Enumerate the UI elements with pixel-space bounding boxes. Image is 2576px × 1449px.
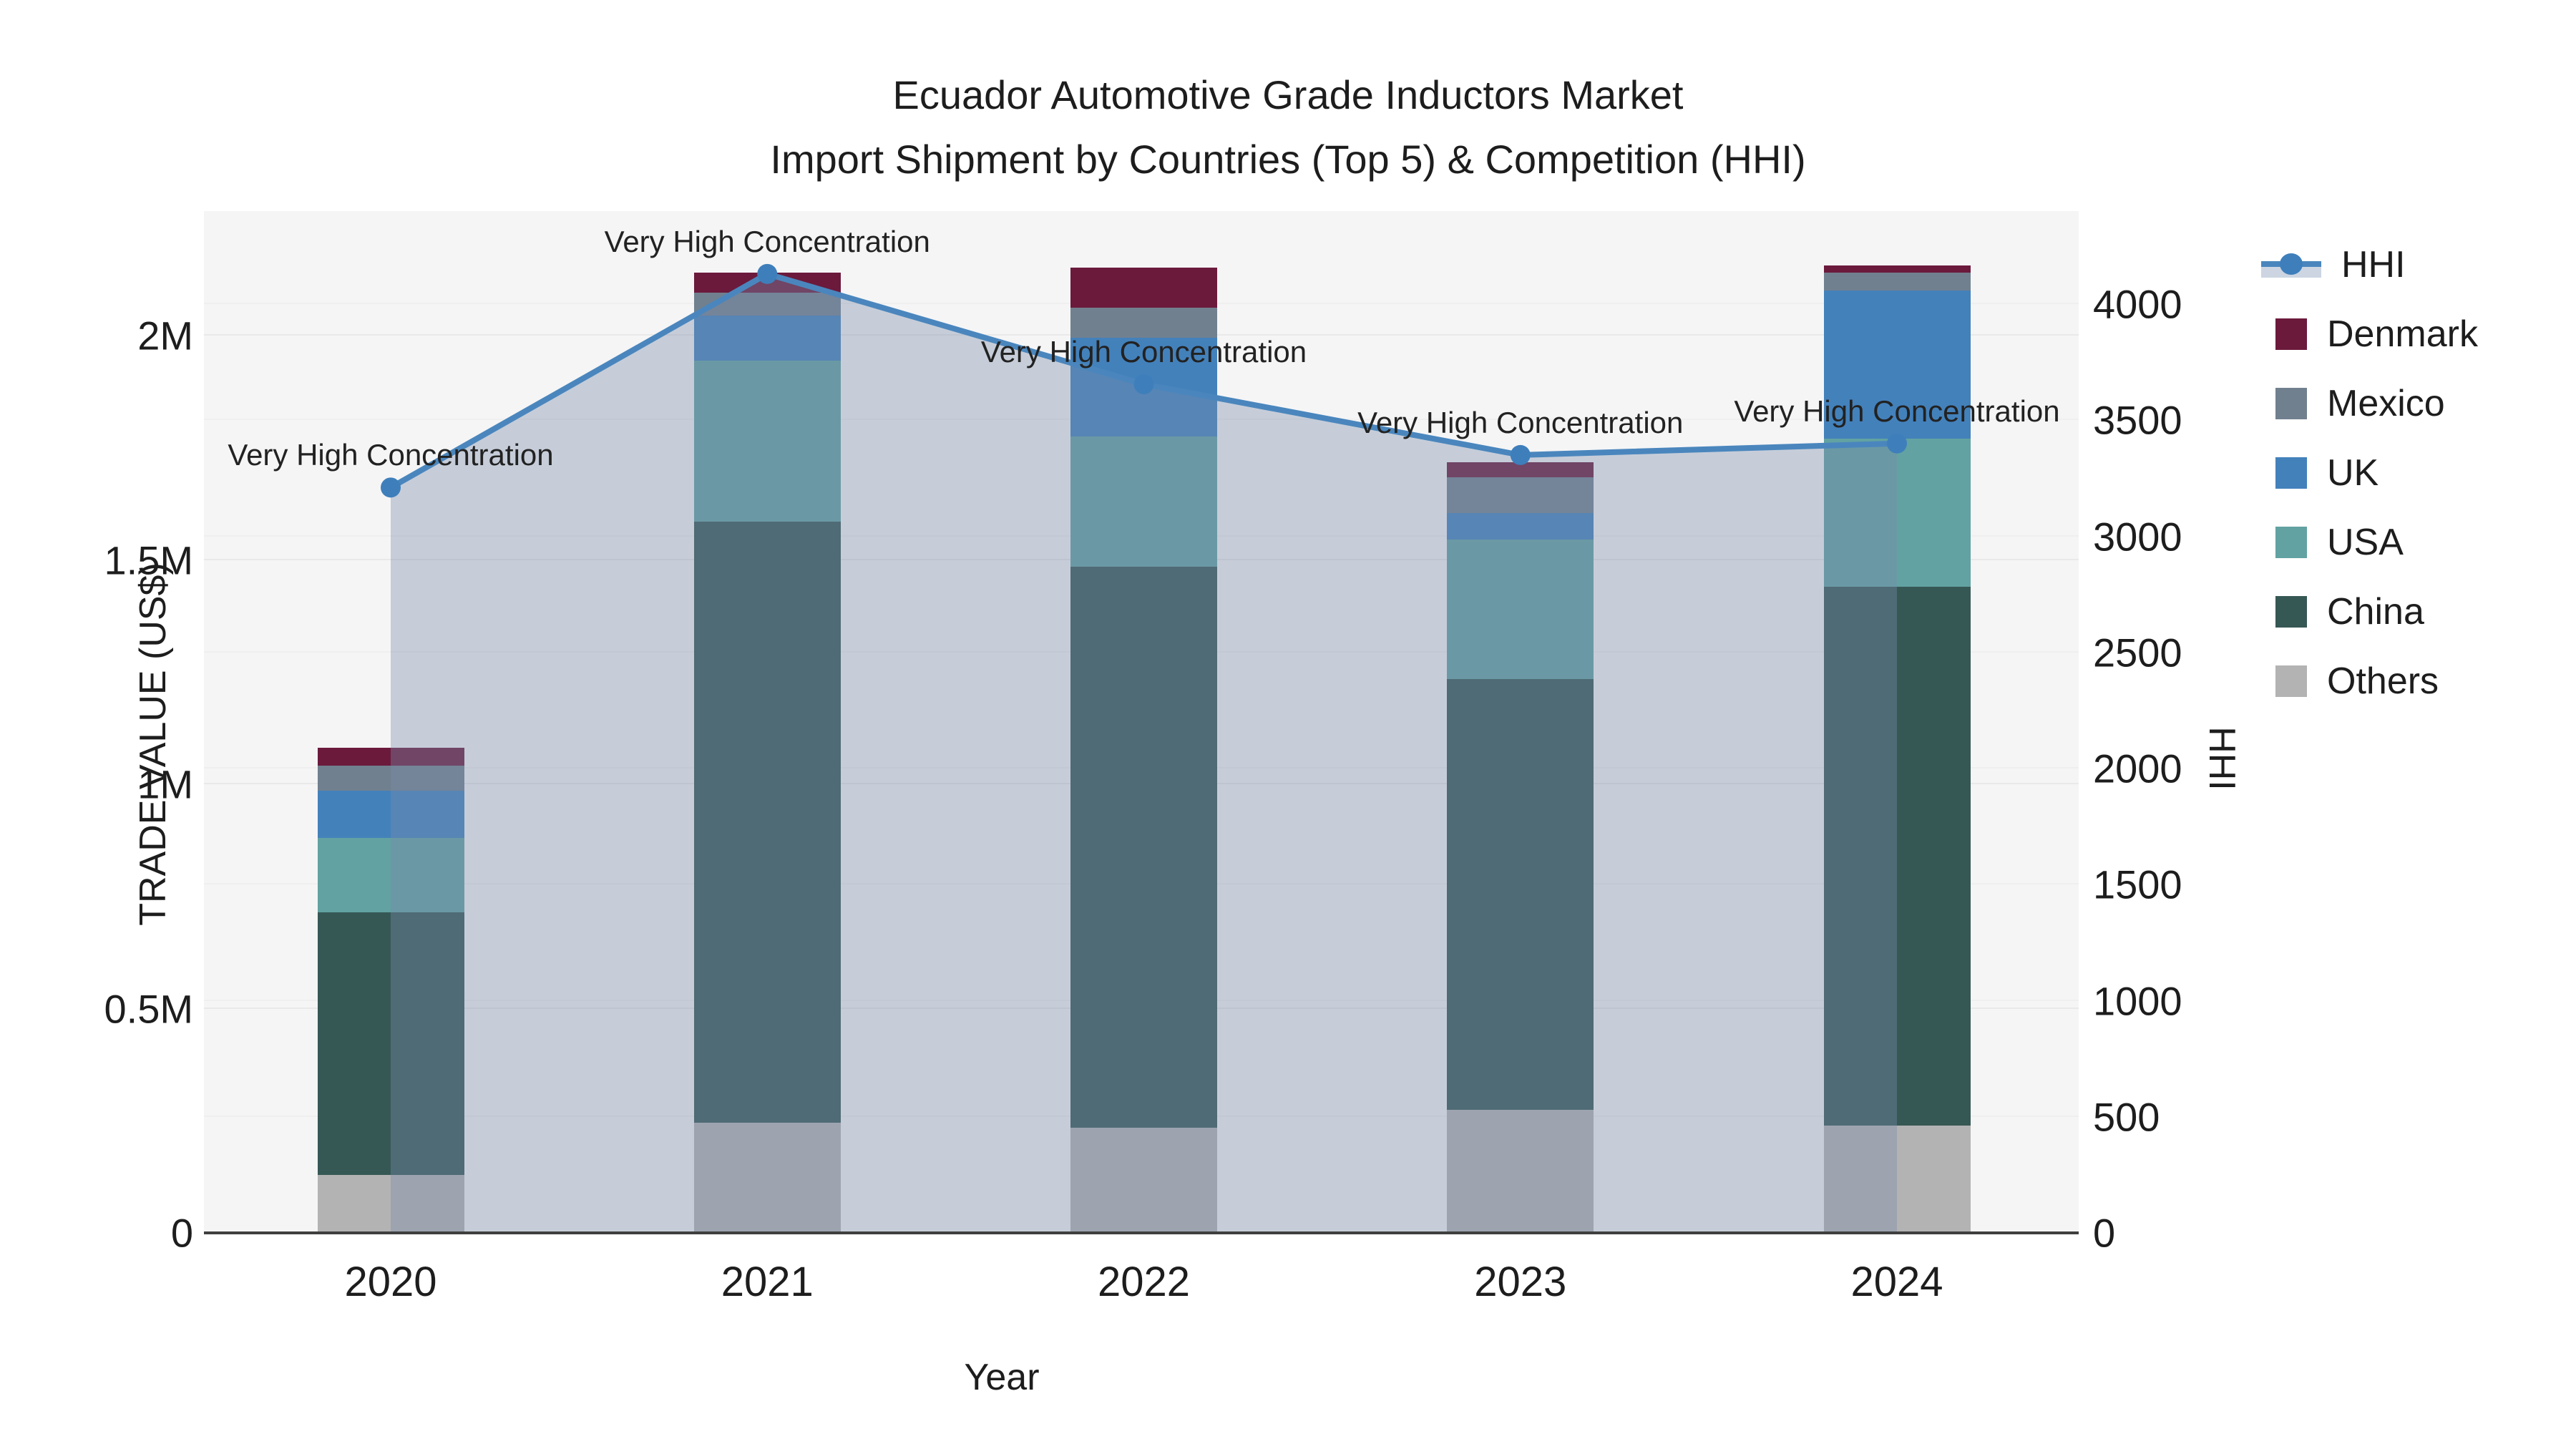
x-tick-2022: 2022 — [1097, 1259, 1191, 1305]
x-axis-line — [204, 1231, 2079, 1234]
hhi-marker-2020[interactable] — [381, 477, 401, 498]
chart-title-line1: Ecuador Automotive Grade Inductors Marke… — [892, 72, 1684, 117]
legend-label-china: China — [2327, 591, 2424, 633]
bar-segment-china-2021[interactable] — [693, 522, 841, 1123]
x-tick-2021: 2021 — [721, 1259, 814, 1305]
bar-segment-usa-2020[interactable] — [317, 838, 464, 912]
bar-segment-usa-2023[interactable] — [1447, 540, 1594, 679]
annotation-2022: Very High Concentration — [980, 334, 1307, 369]
hhi-marker-2023[interactable] — [1510, 444, 1531, 465]
hhi-line-layer — [381, 263, 1907, 1233]
y-left-tick-1.5M: 1.5M — [104, 537, 194, 582]
legend-swatch-uk — [2275, 457, 2307, 489]
plot-area: Very High Concentration Very High Concent… — [204, 211, 2079, 1234]
legend-item-mexico[interactable]: Mexico — [2261, 375, 2445, 432]
legend-item-usa[interactable]: USA — [2261, 514, 2404, 571]
bar-segment-mexico-2024[interactable] — [1823, 273, 1971, 291]
legend-label-usa: USA — [2327, 522, 2404, 563]
x-tick-2024: 2024 — [1850, 1259, 1943, 1305]
y-left-tick-0.5M: 0.5M — [104, 986, 194, 1031]
y-right-tick-500: 500 — [2093, 1094, 2160, 1140]
y-right-tick-3000: 3000 — [2093, 514, 2182, 559]
bar-segment-usa-2021[interactable] — [693, 360, 841, 522]
bar-segment-denmark-2022[interactable] — [1070, 268, 1217, 308]
x-tick-2020: 2020 — [344, 1259, 437, 1305]
legend-hhi-line-icon — [2261, 249, 2321, 280]
y-left-tick-0: 0 — [170, 1210, 193, 1256]
x-axis-title: Year — [964, 1357, 1040, 1398]
bar-segment-others-2020[interactable] — [317, 1174, 464, 1233]
bar-segment-others-2022[interactable] — [1070, 1127, 1217, 1233]
bar-segment-uk-2021[interactable] — [693, 315, 841, 361]
legend-label-others: Others — [2327, 660, 2439, 702]
bar-segment-others-2023[interactable] — [1447, 1109, 1594, 1233]
y-right-tick-3500: 3500 — [2093, 397, 2182, 443]
bar-segment-china-2023[interactable] — [1447, 678, 1594, 1110]
bar-segment-denmark-2023[interactable] — [1447, 462, 1594, 477]
bar-segment-mexico-2023[interactable] — [1447, 477, 1594, 513]
bar-segment-china-2022[interactable] — [1070, 566, 1217, 1128]
bar-segment-china-2024[interactable] — [1823, 587, 1971, 1126]
legend-label-hhi: HHI — [2341, 244, 2406, 286]
y-axis-right-title: HHI — [2200, 726, 2243, 791]
legend-label-mexico: Mexico — [2327, 383, 2445, 424]
hhi-marker-2022[interactable] — [1133, 374, 1154, 394]
y-left-tick-1M: 1M — [137, 761, 193, 807]
annotation-2023: Very High Concentration — [1357, 405, 1684, 439]
chart-title-line2: Import Shipment by Countries (Top 5) & C… — [770, 137, 1806, 182]
legend-swatch-denmark — [2275, 318, 2307, 350]
annotation-2024: Very High Concentration — [1734, 394, 2060, 428]
bar-segment-others-2024[interactable] — [1823, 1125, 1971, 1233]
bar-segment-china-2020[interactable] — [317, 912, 464, 1175]
legend-swatch-china — [2275, 596, 2307, 628]
bar-segment-usa-2022[interactable] — [1070, 436, 1217, 567]
bar-segment-others-2021[interactable] — [693, 1123, 841, 1233]
y-right-tick-4000: 4000 — [2093, 281, 2182, 327]
legend-label-denmark: Denmark — [2327, 313, 2478, 355]
annotation-2020: Very High Concentration — [228, 438, 554, 472]
y-axis-left-title: TRADE VALUE (US$) — [132, 562, 174, 926]
legend-label-uk: UK — [2327, 452, 2379, 494]
hhi-area-fill — [391, 273, 1897, 1233]
annotation-2021: Very High Concentration — [604, 224, 930, 258]
y-right-tick-2000: 2000 — [2093, 746, 2182, 791]
bar-segment-denmark-2024[interactable] — [1823, 265, 1971, 273]
legend-item-uk[interactable]: UK — [2261, 444, 2379, 502]
bar-segment-uk-2020[interactable] — [317, 791, 464, 839]
y-right-tick-0: 0 — [2093, 1210, 2116, 1256]
legend-item-hhi[interactable]: HHI — [2261, 236, 2406, 293]
bar-segment-mexico-2022[interactable] — [1070, 307, 1217, 338]
y-left-tick-2M: 2M — [137, 313, 193, 358]
bar-segment-uk-2023[interactable] — [1447, 512, 1594, 540]
legend-item-china[interactable]: China — [2261, 583, 2424, 640]
legend-swatch-usa — [2275, 527, 2307, 558]
legend-item-others[interactable]: Others — [2261, 653, 2439, 710]
bar-segment-usa-2024[interactable] — [1823, 439, 1971, 587]
bar-segment-uk-2024[interactable] — [1823, 291, 1971, 439]
hhi-marker-2021[interactable] — [757, 263, 778, 284]
legend-hhi-marker-icon — [2280, 253, 2303, 275]
y-right-tick-1500: 1500 — [2093, 862, 2182, 907]
bar-segment-mexico-2020[interactable] — [317, 765, 464, 791]
x-tick-2023: 2023 — [1474, 1259, 1567, 1305]
bar-segment-denmark-2020[interactable] — [317, 747, 464, 766]
legend-item-denmark[interactable]: Denmark — [2261, 306, 2478, 363]
legend-swatch-others — [2275, 665, 2307, 697]
legend-swatch-mexico — [2275, 388, 2307, 419]
y-right-tick-1000: 1000 — [2093, 978, 2182, 1023]
y-right-tick-2500: 2500 — [2093, 630, 2182, 675]
hhi-marker-2024[interactable] — [1887, 433, 1907, 454]
